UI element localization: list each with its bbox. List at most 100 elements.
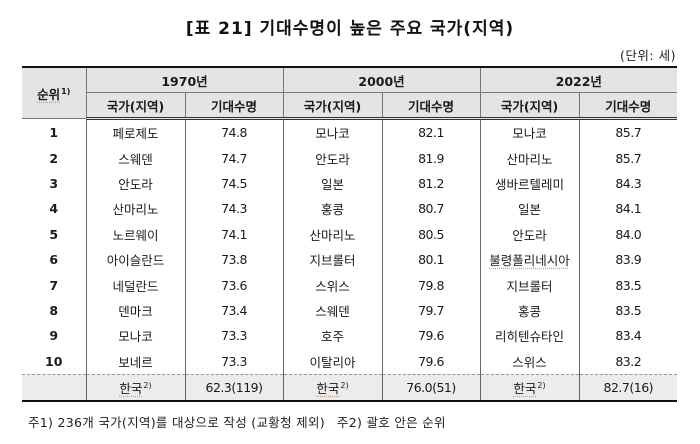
country-cell: 스위스 <box>282 272 383 298</box>
value-header: 기대수명 <box>578 92 678 120</box>
value-cell: 79.8 <box>381 272 481 298</box>
rank-cell: 7 <box>22 272 87 298</box>
country-cell: 아이슬란드 <box>85 246 186 273</box>
country-cell: 산마리노 <box>479 145 580 171</box>
table-row: 5 노르웨이 74.1 산마리노 80.5 안도라 84.0 <box>22 221 678 247</box>
value-cell: 76.0(51) <box>381 373 481 402</box>
table-row: 8 덴마크 73.4 스웨덴 79.7 홍콩 83.5 <box>22 297 678 324</box>
header-row-columns: 국가(지역) 기대수명 국가(지역) 기대수명 국가(지역) 기대수명 <box>22 92 678 120</box>
country-cell: 모나코 <box>479 118 580 146</box>
table-row: 6 아이슬란드 73.8 지브롤터 80.1 불령폴리네시아 83.9 <box>22 246 678 273</box>
table-row: 10 보네르 73.3 이탈리아 79.6 스위스 83.2 <box>22 348 678 375</box>
life-expectancy-table: 순위1) 1970년 2000년 2022년 국가(지역) 기대수명 국가(지역… <box>22 66 678 402</box>
value-cell: 74.5 <box>184 170 284 197</box>
header-row-years: 순위1) 1970년 2000년 2022년 <box>22 66 678 119</box>
country-cell: 모나코 <box>85 323 186 349</box>
country-cell: 페로제도 <box>85 118 186 146</box>
value-cell: 73.3 <box>184 323 284 349</box>
footnotes: 주1) 236개 국가(지역)를 대상으로 작성 (교황청 제외) 주2) 괄호 … <box>28 412 446 431</box>
year-header-2022: 2022년 <box>479 66 678 93</box>
value-cell: 80.1 <box>381 246 481 273</box>
country-cell: 한국2) <box>479 373 580 402</box>
country-cell: 리히텐슈타인 <box>479 323 580 349</box>
value-cell: 84.1 <box>578 196 678 222</box>
value-cell: 74.3 <box>184 196 284 222</box>
table-row: 9 모나코 73.3 호주 79.6 리히텐슈타인 83.4 <box>22 323 678 349</box>
rank-cell: 10 <box>22 348 87 375</box>
country-cell: 네덜란드 <box>85 272 186 298</box>
value-header: 기대수명 <box>381 92 481 120</box>
country-cell: 모나코 <box>282 118 383 146</box>
table-row: 7 네덜란드 73.6 스위스 79.8 지브롤터 83.5 <box>22 272 678 298</box>
country-cell: 안도라 <box>479 221 580 247</box>
country-cell: 생바르텔레미 <box>479 170 580 197</box>
value-cell: 82.1 <box>381 118 481 146</box>
value-cell: 83.4 <box>578 323 678 349</box>
country-cell: 지브롤터 <box>479 272 580 298</box>
country-cell: 일본 <box>282 170 383 197</box>
country-cell: 이탈리아 <box>282 348 383 375</box>
table-row: 4 산마리노 74.3 홍콩 80.7 일본 84.1 <box>22 196 678 222</box>
value-cell: 79.6 <box>381 323 481 349</box>
value-cell: 85.7 <box>578 145 678 171</box>
value-cell: 81.9 <box>381 145 481 171</box>
country-cell: 산마리노 <box>282 221 383 247</box>
table-row: 3 안도라 74.5 일본 81.2 생바르텔레미 84.3 <box>22 170 678 197</box>
country-cell: 불령폴리네시아 <box>479 246 580 273</box>
value-header: 기대수명 <box>184 92 284 120</box>
country-cell: 일본 <box>479 196 580 222</box>
country-cell: 안도라 <box>282 145 383 171</box>
country-header: 국가(지역) <box>479 92 580 120</box>
rank-cell: 8 <box>22 297 87 324</box>
country-cell: 한국2) <box>282 373 383 402</box>
year-header-2000: 2000년 <box>282 66 481 93</box>
value-cell: 79.7 <box>381 297 481 324</box>
table-title: [표 21] 기대수명이 높은 주요 국가(지역) <box>185 19 515 39</box>
rank-cell: 4 <box>22 196 87 222</box>
country-cell: 보네르 <box>85 348 186 375</box>
table-row: 2 스웨덴 74.7 안도라 81.9 산마리노 85.7 <box>22 145 678 171</box>
rank-cell: 3 <box>22 170 87 197</box>
country-cell: 한국2) <box>85 373 186 402</box>
country-cell: 홍콩 <box>282 196 383 222</box>
year-header-1970: 1970년 <box>85 66 284 93</box>
value-cell: 79.6 <box>381 348 481 375</box>
value-cell: 84.0 <box>578 221 678 247</box>
value-cell: 81.2 <box>381 170 481 197</box>
country-cell: 홍콩 <box>479 297 580 324</box>
value-cell: 85.7 <box>578 118 678 146</box>
rank-cell: 1 <box>22 118 87 146</box>
rank-cell: 2 <box>22 145 87 171</box>
korea-row: 한국2) 62.3(119) 한국2) 76.0(51) 한국2) 82.7(1… <box>22 373 678 402</box>
value-cell: 62.3(119) <box>184 373 284 402</box>
value-cell: 83.5 <box>578 297 678 324</box>
rank-cell: 5 <box>22 221 87 247</box>
country-cell: 지브롤터 <box>282 246 383 273</box>
rank-cell <box>22 373 87 402</box>
country-header: 국가(지역) <box>85 92 186 120</box>
value-cell: 74.7 <box>184 145 284 171</box>
value-cell: 80.7 <box>381 196 481 222</box>
country-cell: 호주 <box>282 323 383 349</box>
rank-cell: 6 <box>22 246 87 273</box>
value-cell: 73.4 <box>184 297 284 324</box>
value-cell: 84.3 <box>578 170 678 197</box>
value-cell: 73.8 <box>184 246 284 273</box>
value-cell: 82.7(16) <box>578 373 678 402</box>
country-header: 국가(지역) <box>282 92 383 120</box>
country-cell: 스웨덴 <box>85 145 186 171</box>
country-cell: 산마리노 <box>85 196 186 222</box>
rank-header: 순위1) <box>22 66 87 119</box>
rank-cell: 9 <box>22 323 87 349</box>
value-cell: 73.3 <box>184 348 284 375</box>
value-cell: 83.2 <box>578 348 678 375</box>
value-cell: 83.5 <box>578 272 678 298</box>
footnote-2: 주2) 괄호 안은 순위 <box>336 415 446 430</box>
country-cell: 노르웨이 <box>85 221 186 247</box>
footnote-1: 주1) 236개 국가(지역)를 대상으로 작성 (교황청 제외) <box>28 415 325 430</box>
unit-label: (단위: 세) <box>620 48 676 63</box>
country-cell: 스웨덴 <box>282 297 383 324</box>
table-row: 1 페로제도 74.8 모나코 82.1 모나코 85.7 <box>22 118 678 146</box>
value-cell: 80.5 <box>381 221 481 247</box>
country-cell: 안도라 <box>85 170 186 197</box>
